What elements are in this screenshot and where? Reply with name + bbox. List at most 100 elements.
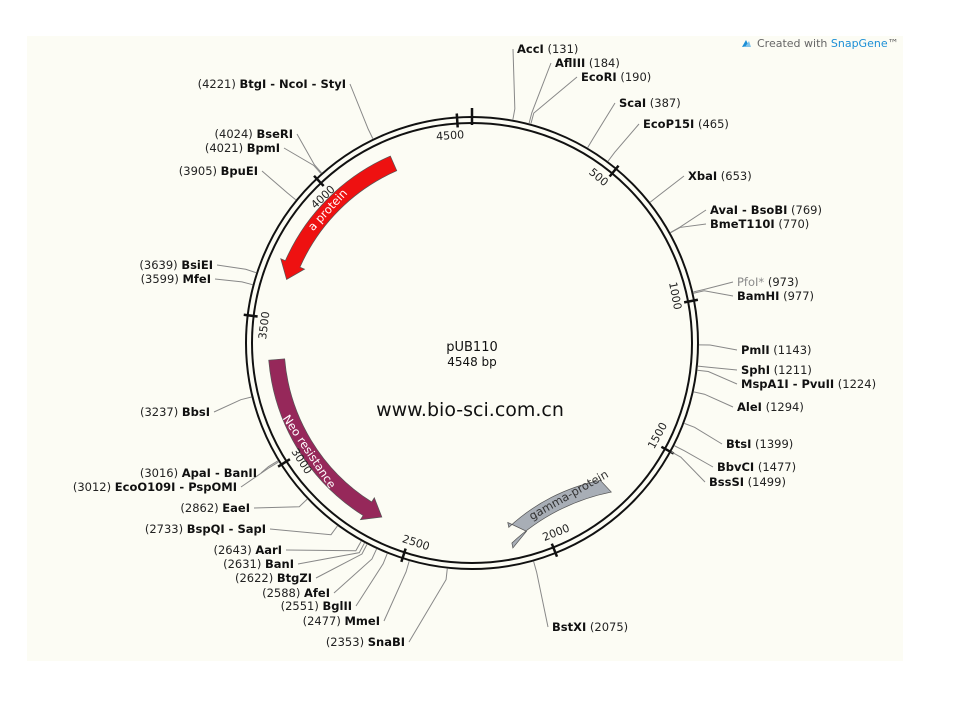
restriction-site-btgzi[interactable]: (2622) BtgZI bbox=[235, 571, 312, 585]
tick-label: 3500 bbox=[256, 311, 272, 340]
restriction-site-snabi[interactable]: (2353) SnaBI bbox=[326, 635, 405, 649]
snapgene-branding: Created with SnapGene™ bbox=[742, 37, 899, 50]
restriction-site-bamhi[interactable]: BamHI (977) bbox=[737, 289, 814, 303]
site-label: (3016) ApaI - BanII bbox=[140, 466, 257, 480]
restriction-site-bstxi[interactable]: BstXI (2075) bbox=[552, 620, 628, 634]
site-label: BbvCI (1477) bbox=[717, 460, 796, 474]
site-leader bbox=[533, 561, 549, 628]
restriction-site-sphi[interactable]: SphI (1211) bbox=[741, 363, 812, 377]
restriction-site-ecoo109i-pspomi[interactable]: (3012) EcoO109I - PspOMI bbox=[73, 480, 237, 494]
tick-mark bbox=[683, 298, 699, 304]
feature-arrow-a-protein[interactable] bbox=[280, 155, 398, 280]
site-label: ScaI (387) bbox=[619, 96, 681, 110]
restriction-site-afliii[interactable]: AflIII (184) bbox=[555, 56, 620, 70]
site-label: PfoI* (973) bbox=[737, 275, 799, 289]
site-label: (3905) BpuEI bbox=[179, 164, 258, 178]
site-leader bbox=[240, 461, 279, 488]
map-panel bbox=[27, 36, 903, 661]
site-leader bbox=[216, 264, 257, 274]
restriction-site-apai-banii[interactable]: (3016) ApaI - BanII bbox=[140, 466, 257, 480]
site-leader bbox=[408, 568, 448, 643]
restriction-site-bglii[interactable]: (2551) BglII bbox=[281, 599, 352, 613]
site-label: (3599) MfeI bbox=[141, 272, 211, 286]
restriction-site-pmli[interactable]: PmlI (1143) bbox=[741, 343, 812, 357]
restriction-site-bpuei[interactable]: (3905) BpuEI bbox=[179, 164, 258, 178]
site-leader bbox=[297, 542, 365, 565]
restriction-site-mfei[interactable]: (3599) MfeI bbox=[141, 272, 211, 286]
site-leader bbox=[698, 344, 738, 351]
site-leader bbox=[213, 396, 252, 413]
restriction-site-avai-bsobi[interactable]: AvaI - BsoBI (769) bbox=[710, 203, 822, 217]
site-leader bbox=[283, 147, 322, 174]
restriction-site-aari[interactable]: (2643) AarI bbox=[213, 543, 282, 557]
site-label: BtsI (1399) bbox=[726, 437, 793, 451]
feature-arrow-gamma-protein[interactable] bbox=[507, 479, 612, 549]
restriction-site-eaei[interactable]: (2862) EaeI bbox=[180, 501, 250, 515]
restriction-site-mmei[interactable]: (2477) MmeI bbox=[303, 614, 380, 628]
restriction-site-btsi[interactable]: BtsI (1399) bbox=[726, 437, 793, 451]
restriction-site-alei[interactable]: AleI (1294) bbox=[737, 400, 804, 414]
restriction-site-btgi-ncoi-styi[interactable]: (4221) BtgI - NcoI - StyI bbox=[198, 77, 346, 91]
restriction-site-bani[interactable]: (2631) BanI bbox=[223, 557, 294, 571]
site-leader bbox=[670, 451, 706, 483]
site-leader bbox=[512, 48, 516, 120]
restriction-site-afei[interactable]: (2588) AfeI bbox=[262, 586, 330, 600]
plasmid-name: pUB110 bbox=[446, 340, 498, 355]
site-label: MspA1I - PvuII (1224) bbox=[741, 377, 876, 391]
restriction-site-ecop15i[interactable]: EcoP15I (465) bbox=[643, 117, 729, 131]
restriction-site-bsssi[interactable]: BssSI (1499) bbox=[709, 475, 786, 489]
tick-mark bbox=[608, 164, 620, 178]
tick-mark bbox=[243, 313, 258, 318]
site-leader bbox=[693, 290, 734, 297]
tick-label: 1000 bbox=[666, 281, 684, 311]
site-leader bbox=[587, 102, 616, 148]
site-leader bbox=[296, 133, 323, 174]
site-leader bbox=[214, 278, 253, 286]
site-leader bbox=[260, 460, 279, 474]
restriction-site-bbvci[interactable]: BbvCI (1477) bbox=[717, 460, 796, 474]
restriction-site-bmet110i[interactable]: BmeT110I (770) bbox=[710, 217, 809, 231]
site-leader bbox=[674, 445, 714, 468]
site-leader bbox=[697, 369, 738, 385]
site-leader bbox=[697, 365, 738, 371]
site-label: (2477) MmeI bbox=[303, 614, 380, 628]
restriction-site-scai[interactable]: ScaI (387) bbox=[619, 96, 681, 110]
site-label: SphI (1211) bbox=[741, 363, 812, 377]
site-label: (2622) BtgZI bbox=[235, 571, 312, 585]
restriction-site-pfoi[interactable]: PfoI* (973) bbox=[737, 275, 799, 289]
site-leader bbox=[528, 62, 552, 124]
site-label: EcoRI (190) bbox=[581, 70, 651, 84]
restriction-site-bsiei[interactable]: (3639) BsiEI bbox=[139, 258, 213, 272]
site-leader bbox=[315, 544, 368, 579]
tick-mark bbox=[400, 548, 407, 563]
site-label: EcoP15I (465) bbox=[643, 117, 729, 131]
site-label: (3639) BsiEI bbox=[139, 258, 213, 272]
tick-mark bbox=[277, 458, 291, 468]
restriction-site-mspa1i-pvuii[interactable]: MspA1I - PvuII (1224) bbox=[741, 377, 876, 391]
tick-mark bbox=[313, 174, 325, 187]
site-label: BssSI (1499) bbox=[709, 475, 786, 489]
restriction-site-bbsi[interactable]: (3237) BbsI bbox=[140, 405, 210, 419]
site-label: AccI (131) bbox=[517, 42, 578, 56]
site-label: (2588) AfeI bbox=[262, 586, 330, 600]
site-leader bbox=[355, 553, 388, 607]
site-label: (2643) AarI bbox=[213, 543, 282, 557]
restriction-site-bspqi-sapi[interactable]: (2733) BspQI - SapI bbox=[145, 522, 266, 536]
site-label: PmlI (1143) bbox=[741, 343, 812, 357]
plasmid-length: 4548 bp bbox=[447, 355, 497, 369]
restriction-site-bseri[interactable]: (4024) BseRI bbox=[215, 127, 293, 141]
site-label: BmeT110I (770) bbox=[710, 217, 809, 231]
restriction-site-acci[interactable]: AccI (131) bbox=[517, 42, 578, 56]
restriction-site-xbai[interactable]: XbaI (653) bbox=[688, 169, 752, 183]
site-label: (4221) BtgI - NcoI - StyI bbox=[198, 77, 346, 91]
site-leader bbox=[684, 422, 723, 445]
restriction-site-ecori[interactable]: EcoRI (190) bbox=[581, 70, 651, 84]
site-leader bbox=[670, 223, 707, 234]
site-label: (3012) EcoO109I - PspOMI bbox=[73, 480, 237, 494]
site-leader bbox=[269, 525, 338, 536]
restriction-site-bpmi[interactable]: (4021) BpmI bbox=[205, 141, 280, 155]
site-label: AleI (1294) bbox=[737, 400, 804, 414]
feature-arrow-neo-resistance[interactable] bbox=[268, 358, 383, 521]
site-leader bbox=[285, 540, 362, 552]
